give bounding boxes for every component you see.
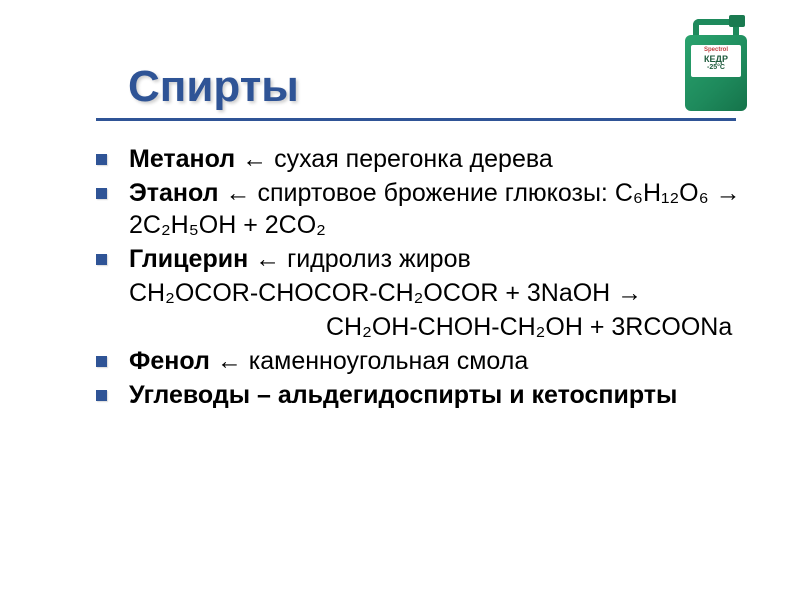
bullet-icon (96, 356, 107, 367)
product-image: Spectrol КЕДР -25°C (668, 6, 764, 124)
bullet-item: Глицерин ← гидролиз жиров (96, 243, 752, 275)
reaction-line: CH₂OCOR-CHOCOR-CH₂OCOR + 3NaOH → (129, 277, 752, 309)
bullet-text: Этанол ← спиртовое брожение глюкозы: C₆H… (129, 177, 752, 241)
product-brand: Spectrol (691, 47, 741, 54)
bullet-item: Углеводы – альдегидоспирты и кетоспирты (96, 379, 752, 411)
bullet-icon (96, 154, 107, 165)
content-block: Метанол ← сухая перегонка дерева Этанол … (96, 143, 752, 411)
product-name: КЕДР (691, 55, 741, 65)
reaction-line: CH₂OH-CHOH-CH₂OH + 3RCOONa (326, 311, 752, 343)
bullet-item: Этанол ← спиртовое брожение глюкозы: C₆H… (96, 177, 752, 241)
slide-title: Спирты (128, 62, 752, 112)
title-block: Спирты (128, 62, 752, 121)
bullet-text: Углеводы – альдегидоспирты и кетоспирты (129, 379, 677, 411)
bullet-text: Метанол ← сухая перегонка дерева (129, 143, 553, 175)
bullet-text: Фенол ← каменноугольная смола (129, 345, 528, 377)
bullet-text: Глицерин ← гидролиз жиров (129, 243, 471, 275)
canister-icon: Spectrol КЕДР -25°C (685, 19, 747, 111)
bullet-item: Метанол ← сухая перегонка дерева (96, 143, 752, 175)
slide: Spectrol КЕДР -25°C Спирты Метанол ← сух… (0, 0, 800, 600)
title-underline (96, 118, 736, 121)
bullet-icon (96, 390, 107, 401)
bullet-item: Фенол ← каменноугольная смола (96, 345, 752, 377)
bullet-icon (96, 254, 107, 265)
bullet-icon (96, 188, 107, 199)
product-temp: -25°C (691, 64, 741, 72)
